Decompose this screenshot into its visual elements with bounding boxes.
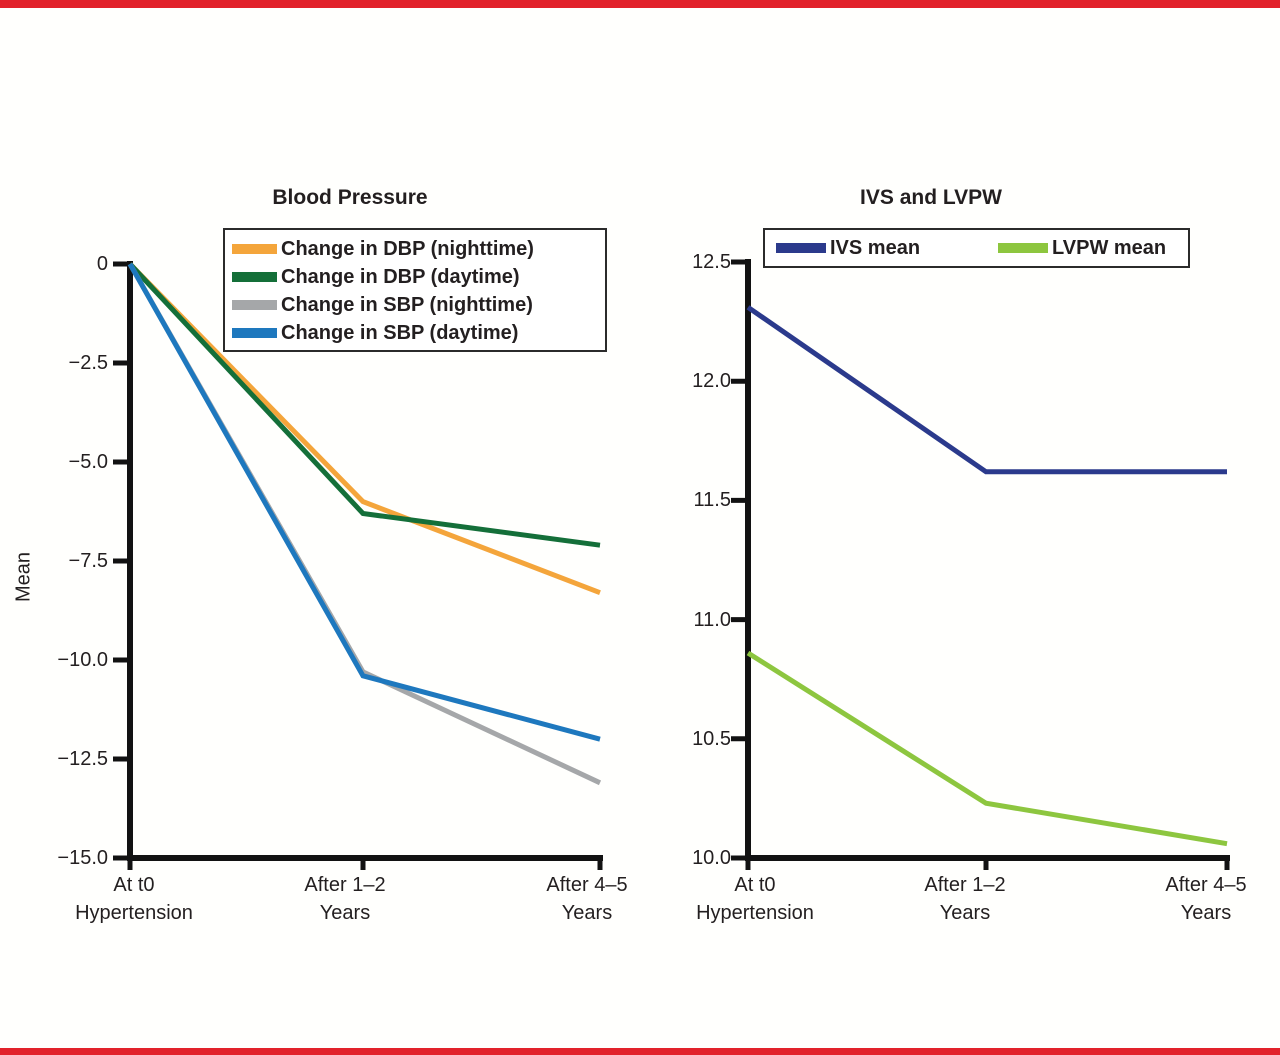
legend-swatch — [998, 243, 1049, 253]
y-tick-label: −7.5 — [68, 550, 108, 572]
x-category-label-line: At t0 — [113, 874, 155, 896]
x-category-label: After 4–5 Years — [1096, 871, 1280, 927]
x-category-label-line: After 4–5 — [1165, 874, 1247, 896]
y-tick-label: 11.5 — [693, 489, 731, 512]
x-category-label-line: Hypertension — [696, 902, 814, 924]
legend-item: Change in DBP (nighttime) — [232, 235, 605, 263]
series-line — [746, 305, 1227, 475]
legend-item-label: Change in DBP (daytime) — [281, 266, 520, 288]
legend-item: Change in SBP (nighttime) — [232, 291, 605, 319]
legend-item-label: Change in SBP (nighttime) — [281, 294, 533, 316]
x-category-label: At t0 Hypertension — [24, 871, 244, 927]
legend-ivs-lvpw: IVS mean LVPW mean — [763, 228, 1190, 268]
x-category-label-line: After 1–2 — [924, 874, 1006, 896]
legend-item: LVPW mean — [998, 238, 1166, 258]
x-category-label-line: Years — [561, 902, 613, 924]
top-border-bar — [0, 0, 1280, 8]
x-category-label: After 1–2 Years — [855, 871, 1075, 927]
y-tick-label: 11.0 — [693, 608, 731, 631]
legend-blood-pressure: Change in DBP (nighttime) Change in DBP (… — [223, 228, 607, 352]
y-tick-label: −2.5 — [68, 352, 108, 374]
legend-item-label: LVPW mean — [1052, 237, 1167, 259]
axes — [745, 259, 1230, 861]
legend-item: IVS mean — [776, 238, 920, 258]
y-tick-label: −15.0 — [57, 847, 108, 869]
series-line — [128, 262, 601, 596]
legend-swatch — [232, 244, 277, 254]
chart-title-ivs-lvpw: IVS and LVPW — [860, 186, 1002, 209]
series-line — [746, 650, 1228, 847]
legend-swatch — [232, 300, 277, 310]
x-category-label: At t0 Hypertension — [645, 871, 865, 927]
legend-swatch — [232, 328, 277, 338]
y-tick-label: −5.0 — [68, 451, 108, 473]
series-line — [128, 262, 601, 548]
legend-swatch — [232, 272, 277, 282]
x-category-label-line: Years — [319, 902, 371, 924]
x-category-label-line: Hypertension — [75, 902, 193, 924]
x-category-label-line: Years — [939, 902, 991, 924]
chart-title-blood-pressure: Blood Pressure — [272, 186, 428, 209]
y-tick-label: −12.5 — [57, 748, 108, 770]
legend-item-label: Change in DBP (nighttime) — [281, 238, 534, 260]
y-tick-label: 12.0 — [692, 370, 731, 393]
x-category-label-line: After 4–5 — [546, 874, 628, 896]
x-category-label-line: At t0 — [734, 874, 776, 896]
x-category-label: After 4–5 Years — [477, 871, 697, 927]
x-category-label-line: After 1–2 — [304, 874, 386, 896]
y-tick-label: 10.0 — [692, 847, 731, 869]
y-tick-label: 0 — [96, 253, 108, 275]
legend-item-label: Change in SBP (daytime) — [281, 322, 519, 344]
x-category-label: After 1–2 Years — [235, 871, 455, 927]
y-tick-label: −10.0 — [57, 649, 108, 671]
legend-item-label: IVS mean — [830, 237, 921, 259]
x-category-label-line: Years — [1180, 902, 1232, 924]
bottom-border-bar — [0, 1048, 1280, 1055]
legend-swatch — [776, 243, 826, 253]
legend-item: Change in DBP (daytime) — [232, 263, 605, 291]
series-line — [127, 262, 601, 742]
y-tick-label: 10.5 — [692, 727, 731, 750]
legend-item: Change in SBP (daytime) — [232, 319, 605, 347]
y-tick-label: 12.5 — [692, 251, 731, 273]
